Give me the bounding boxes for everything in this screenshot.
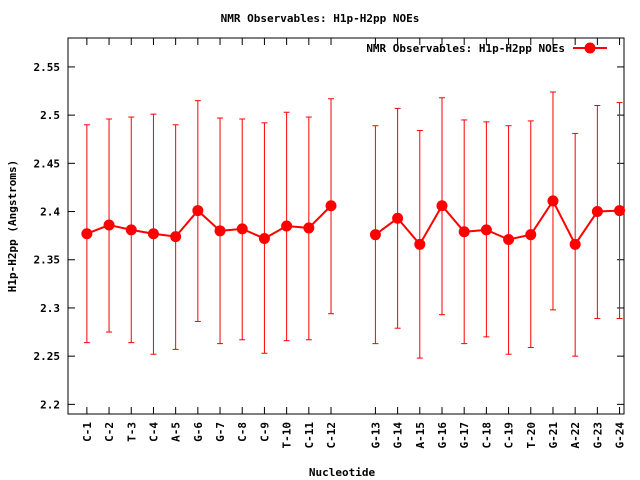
x-tick-label: G-17 — [458, 422, 471, 449]
y-axis-label: H1p-H2pp (Angstroms) — [6, 160, 19, 292]
x-tick-label: G-23 — [591, 422, 604, 449]
data-point — [591, 206, 603, 218]
x-axis-label: Nucleotide — [309, 466, 376, 479]
legend-marker-sample — [584, 42, 596, 54]
data-point — [458, 226, 470, 238]
data-point — [480, 224, 492, 236]
x-tick-label: C-4 — [147, 422, 160, 442]
x-tick-label: C-12 — [325, 422, 338, 449]
legend-label: NMR Observables: H1p-H2pp NOEs — [366, 42, 565, 55]
x-tick-label: G-7 — [214, 422, 227, 442]
data-point — [125, 224, 137, 236]
data-point — [214, 225, 226, 237]
series-line — [374, 198, 620, 247]
data-point — [525, 229, 537, 241]
x-tick-label: C-18 — [480, 422, 493, 449]
x-tick-label: G-21 — [547, 422, 560, 449]
data-point — [569, 238, 581, 250]
data-point — [392, 212, 404, 224]
data-point — [281, 220, 293, 232]
y-tick-label: 2.2 — [40, 398, 60, 411]
x-tick-label: G-24 — [614, 422, 627, 449]
x-tick-label: C-11 — [303, 422, 316, 449]
data-point — [547, 195, 559, 207]
data-point — [503, 233, 515, 245]
x-tick-label: G-14 — [392, 422, 405, 449]
y-tick-label: 2.3 — [40, 302, 60, 315]
data-point — [103, 219, 115, 231]
data-point — [414, 238, 426, 250]
x-tick-label: A-5 — [170, 422, 183, 442]
y-tick-label: 2.45 — [34, 157, 61, 170]
data-point — [258, 233, 270, 245]
data-point — [170, 231, 182, 243]
x-tick-label: A-22 — [569, 422, 582, 449]
series-layer — [81, 91, 626, 359]
y-axis: 2.2 2.25 2.3 2.35 2.4 2.45 2.5 2.55 — [34, 61, 624, 411]
plot-frame — [67, 37, 625, 415]
x-tick-label: C-1 — [81, 422, 94, 442]
x-tick-label: T-10 — [281, 422, 294, 449]
x-tick-label: C-19 — [503, 422, 516, 449]
y-tick-label: 2.25 — [34, 350, 61, 363]
data-point — [325, 200, 337, 212]
data-point — [236, 223, 248, 235]
legend: NMR Observables: H1p-H2pp NOEs — [366, 42, 607, 55]
y-tick-label: 2.5 — [40, 109, 60, 122]
data-point — [192, 205, 204, 217]
series-line — [86, 205, 332, 240]
data-point — [303, 222, 315, 234]
data-point — [614, 205, 626, 217]
x-tick-label: C-9 — [258, 422, 271, 442]
x-axis: C-1 C-2 T-3 C-4 A-5 G-6 G-7 C-8 C-9 T-10 C-11 C-12 G… — [81, 38, 627, 449]
chart-title: NMR Observables: H1p-H2pp NOEs — [221, 12, 420, 25]
x-tick-label: C-2 — [103, 422, 116, 442]
data-point — [436, 200, 448, 212]
data-point — [81, 228, 93, 240]
data-point — [369, 229, 381, 241]
y-tick-label: 2.4 — [40, 206, 60, 219]
y-tick-label: 2.35 — [34, 254, 61, 267]
x-tick-label: T-20 — [525, 422, 538, 449]
x-tick-label: G-13 — [369, 422, 382, 449]
x-tick-label: G-6 — [192, 422, 205, 442]
x-tick-label: A-15 — [414, 422, 427, 449]
x-tick-label: G-16 — [436, 422, 449, 449]
x-tick-label: T-3 — [125, 422, 138, 442]
x-tick-label: C-8 — [236, 422, 249, 442]
data-point — [147, 228, 159, 240]
plot-border — [67, 37, 625, 415]
y-tick-label: 2.55 — [34, 61, 61, 74]
